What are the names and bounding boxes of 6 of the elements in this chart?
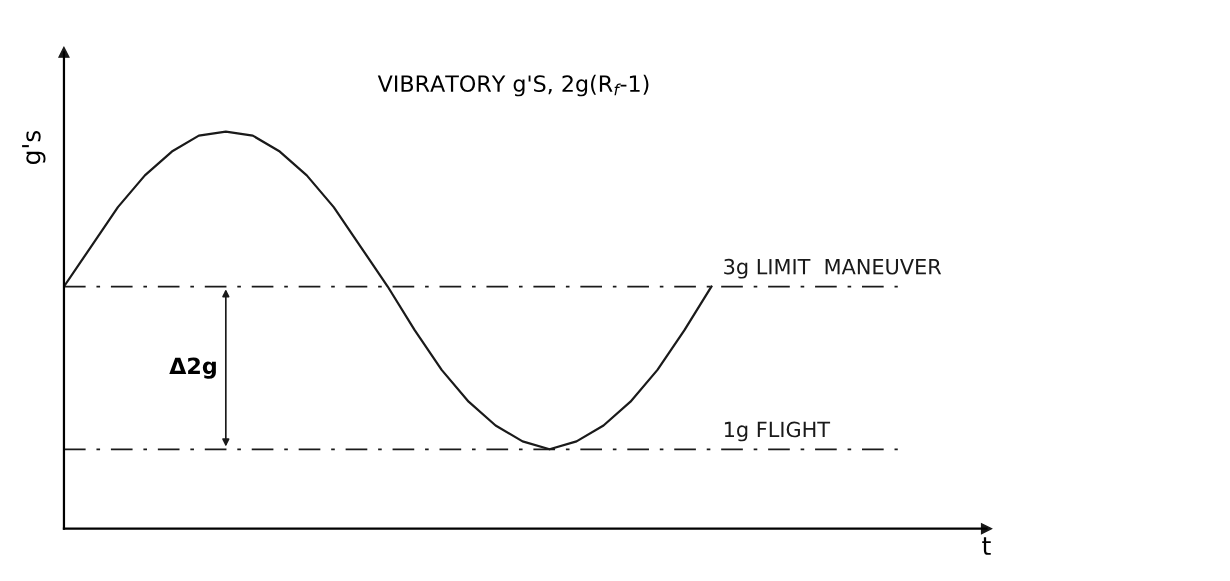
y-axis-title: g's — [22, 130, 46, 165]
ref-line-label: 1g FLIGHT — [724, 421, 831, 442]
text: t — [982, 537, 991, 555]
annotation: Δ2g — [169, 357, 216, 379]
chart-title: VIBRATORY g'S, 2g(R$_{f}$-1) — [377, 74, 649, 97]
ref-line-label: 3g LIMIT MANEUVER — [724, 258, 942, 279]
